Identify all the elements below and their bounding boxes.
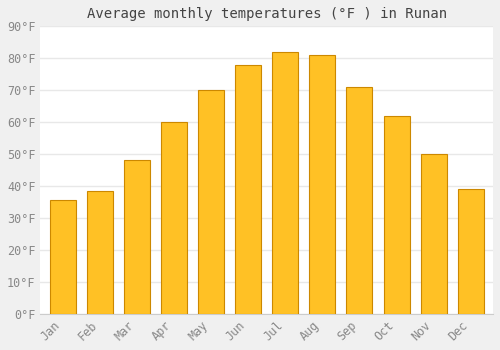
Bar [198,90,224,314]
Bar [346,87,372,314]
Bar [124,161,150,314]
Bar [384,116,409,314]
Title: Average monthly temperatures (°F ) in Runan: Average monthly temperatures (°F ) in Ru… [86,7,446,21]
Bar [161,122,187,314]
Bar [458,189,484,314]
Bar [50,201,76,314]
Bar [310,55,336,314]
Bar [272,52,298,314]
Bar [235,65,261,314]
Bar [86,191,113,314]
Bar [420,154,446,314]
